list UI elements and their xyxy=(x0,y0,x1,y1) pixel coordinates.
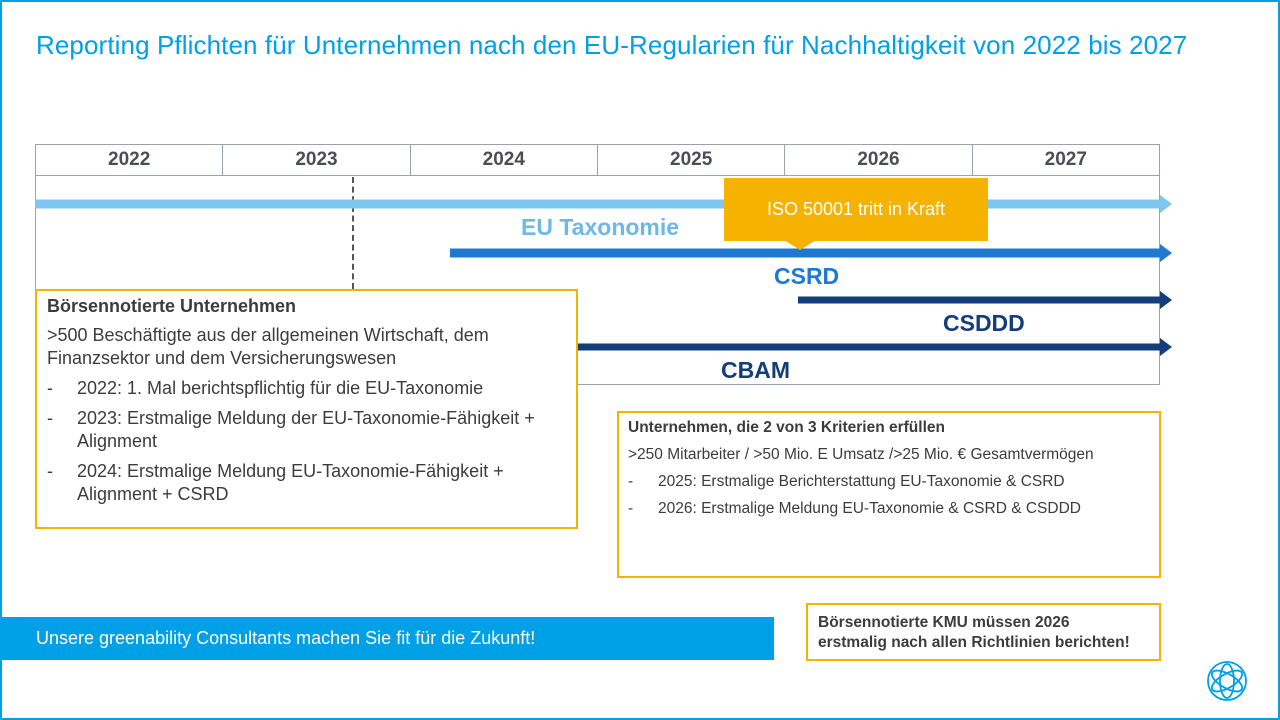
bullet-dash: - xyxy=(47,461,53,481)
divider-2023-dashed-line xyxy=(352,177,354,289)
arrow-cbam-shaft xyxy=(575,343,1160,351)
list-item-text: 2023: Erstmalige Meldung der EU-Taxonomi… xyxy=(77,408,535,451)
list-item-text: 2025: Erstmalige Berichterstattung EU-Ta… xyxy=(658,473,1065,490)
bullet-dash: - xyxy=(47,378,53,398)
year-cell: 2023 xyxy=(223,145,411,175)
kmu-note-line2: erstmalig nach allen Richtlinien bericht… xyxy=(818,634,1130,651)
year-cell: 2026 xyxy=(785,145,973,175)
bullet-dash: - xyxy=(628,500,634,517)
kmu-note-box: Börsennotierte KMU müssen 2026 erstmalig… xyxy=(806,603,1161,661)
arrow-csddd-shaft xyxy=(798,296,1160,304)
kmu-note-line1: Börsennotierte KMU müssen 2026 xyxy=(818,614,1070,631)
label-cbam: CBAM xyxy=(721,357,790,383)
bullet-dash: - xyxy=(47,408,53,428)
label-csrd: CSRD xyxy=(774,263,840,289)
list-item: - 2023: Erstmalige Meldung der EU-Taxono… xyxy=(47,407,566,453)
arrow-eu-taxonomie-shaft xyxy=(35,199,1160,209)
consultants-banner: Unsere greenability Consultants machen S… xyxy=(2,617,774,660)
year-cell: 2024 xyxy=(411,145,598,175)
banner-text: Unsere greenability Consultants machen S… xyxy=(36,628,536,648)
criteria-box-heading: Unternehmen, die 2 von 3 Kriterien erfül… xyxy=(628,419,945,436)
atom-logo-icon xyxy=(1207,661,1247,701)
year-cell: 2025 xyxy=(598,145,786,175)
list-item-text: 2026: Erstmalige Meldung EU-Taxonomie & … xyxy=(658,500,1081,517)
arrow-csddd-head xyxy=(1160,291,1172,309)
year-cell: 2027 xyxy=(1044,149,1087,170)
year-header-row: 2022 2023 2024 2025 2026 2027 xyxy=(35,144,1160,176)
listed-box-heading: Börsennotierte Unternehmen xyxy=(47,296,297,316)
page-title: Reporting Pflichten für Unternehmen nach… xyxy=(36,30,1188,60)
iso-milestone-callout: ISO 50001 tritt in Kraft xyxy=(724,178,988,241)
criteria-box-description: >250 Mitarbeiter / >50 Mio. E Umsatz />2… xyxy=(628,446,1094,463)
bullet-dash: - xyxy=(628,473,634,490)
list-item: - 2026: Erstmalige Meldung EU-Taxonomie … xyxy=(628,500,1150,518)
label-csddd: CSDDD xyxy=(943,310,1025,336)
year-cell: 2022 xyxy=(36,145,224,175)
list-item-text: 2024: Erstmalige Meldung EU-Taxonomie-Fä… xyxy=(77,461,504,504)
listed-box-description: >500 Beschäftigte aus der allgemeinen Wi… xyxy=(47,325,489,368)
list-item: - 2025: Erstmalige Berichterstattung EU-… xyxy=(628,473,1150,491)
timeline-area xyxy=(35,175,1160,385)
label-eu-taxonomie: EU Taxonomie xyxy=(521,214,680,240)
arrow-csrd-shaft xyxy=(450,248,1160,258)
list-item: - 2022: 1. Mal berichtspflichtig für die… xyxy=(47,377,566,400)
listed-companies-box: Börsennotierte Unternehmen >500 Beschäft… xyxy=(35,289,578,529)
list-item: - 2024: Erstmalige Meldung EU-Taxonomie-… xyxy=(47,460,566,506)
iso-callout-pointer xyxy=(784,240,816,250)
arrow-cbam-head xyxy=(1160,338,1172,356)
arrow-csrd-head xyxy=(1160,244,1172,262)
list-item-text: 2022: 1. Mal berichtspflichtig für die E… xyxy=(77,378,484,398)
criteria-companies-box: Unternehmen, die 2 von 3 Kriterien erfül… xyxy=(617,411,1161,578)
arrow-eu-taxonomie-head xyxy=(1160,195,1172,213)
